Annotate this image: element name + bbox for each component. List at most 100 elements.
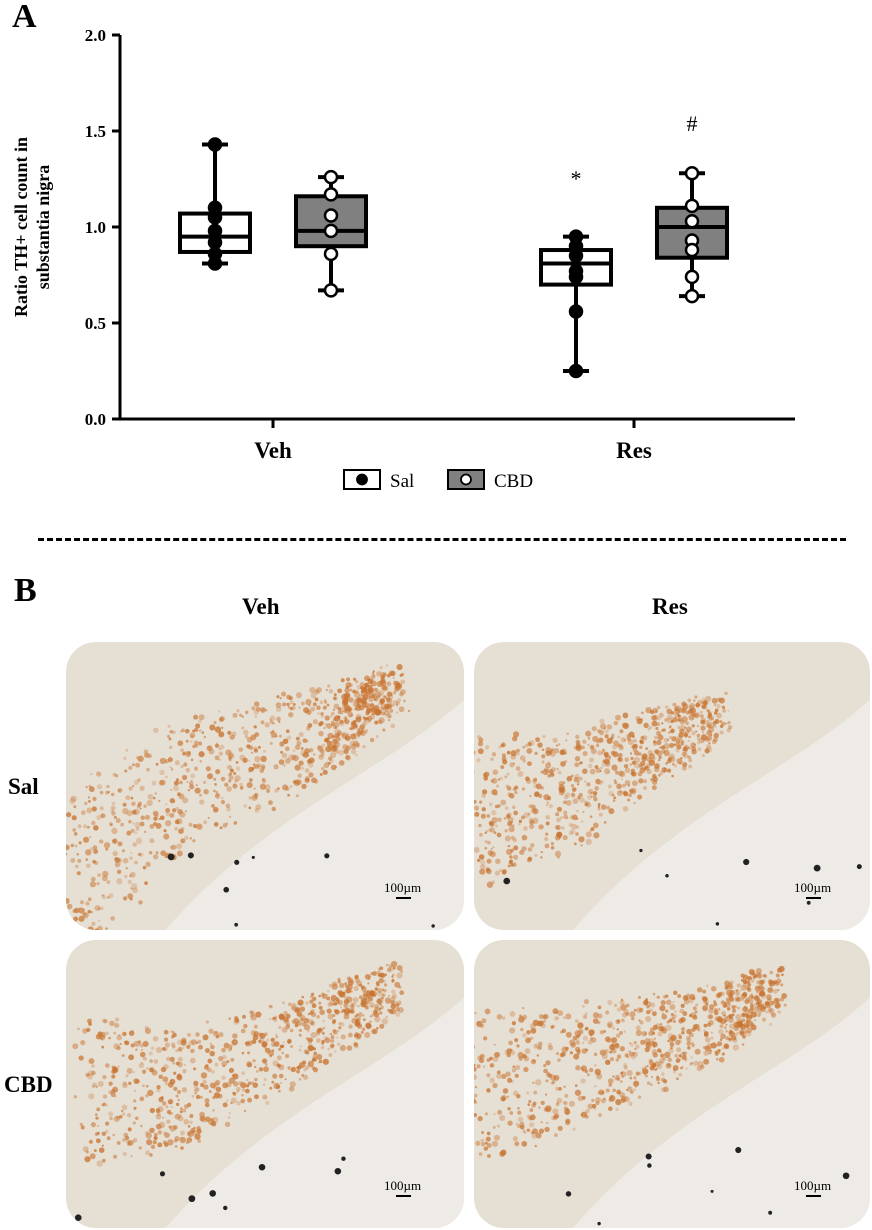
stained-cell (529, 820, 534, 826)
stained-cell (155, 1108, 161, 1113)
stained-cell (710, 986, 717, 992)
stained-cell (719, 730, 724, 735)
stained-cell (580, 844, 583, 847)
stained-cell (717, 1041, 723, 1047)
stained-cell (659, 746, 662, 749)
panel-b-label: B (14, 572, 37, 609)
stained-cell (568, 1100, 575, 1107)
stained-cell (500, 765, 505, 770)
stained-cell (233, 821, 238, 825)
stained-cell (754, 972, 761, 978)
stained-cell (376, 1026, 379, 1030)
stained-cell (381, 993, 386, 997)
stained-cell (135, 756, 140, 760)
stained-cell (119, 1042, 122, 1046)
stained-cell (582, 768, 588, 775)
stained-cell (703, 700, 708, 705)
stained-cell (496, 1073, 502, 1079)
stained-cell (204, 1048, 210, 1054)
stained-cell (176, 1074, 183, 1081)
stained-cell (354, 707, 358, 711)
stained-cell (663, 1086, 669, 1093)
stained-cell (364, 998, 368, 1001)
stained-cell (489, 827, 495, 833)
stained-cell (90, 876, 96, 882)
stained-cell (570, 774, 574, 778)
stained-cell (322, 705, 327, 710)
stained-cell (137, 852, 142, 857)
stained-cell (571, 787, 577, 792)
scale-bar (806, 1195, 821, 1197)
stained-cell (112, 839, 116, 843)
stained-cell (219, 744, 225, 750)
stained-cell (570, 784, 575, 788)
stained-cell (584, 780, 587, 783)
stained-cell (492, 1125, 496, 1129)
stained-cell (490, 847, 493, 850)
stained-cell (666, 768, 672, 773)
stained-cell (326, 989, 330, 993)
stained-cell (258, 1067, 264, 1072)
stained-cell (199, 1095, 203, 1099)
stained-cell (670, 1034, 677, 1041)
stained-cell (203, 820, 208, 825)
stained-cell (691, 1043, 695, 1048)
stained-cell (682, 995, 689, 1001)
stained-cell (215, 792, 220, 797)
stained-cell (249, 1010, 254, 1015)
stained-cell (241, 726, 245, 730)
stained-cell (679, 1055, 682, 1058)
stained-cell (228, 1044, 233, 1049)
stained-cell (270, 731, 277, 738)
stained-cell (288, 712, 294, 718)
stained-cell (373, 674, 376, 678)
stained-cell (369, 1015, 372, 1018)
stained-cell (687, 993, 690, 996)
stained-cell (522, 745, 526, 749)
stained-cell (741, 1043, 745, 1046)
stained-cell (129, 874, 132, 877)
stained-cell (699, 714, 704, 719)
stained-cell (375, 735, 379, 739)
stained-cell (324, 737, 330, 743)
stained-cell (106, 880, 111, 884)
stained-cell (199, 793, 202, 797)
stained-cell (376, 971, 379, 974)
stained-cell (652, 776, 658, 782)
stained-cell (361, 986, 367, 992)
stained-cell (187, 1130, 194, 1138)
stained-cell (753, 1018, 757, 1022)
stained-cell (319, 772, 324, 777)
stained-cell (69, 922, 74, 927)
stained-cell (176, 843, 183, 850)
stained-cell (697, 699, 703, 706)
stained-cell (392, 690, 397, 695)
stained-cell (161, 1046, 166, 1051)
stained-cell (709, 1049, 712, 1052)
panel-a-label: A (12, 0, 37, 35)
debris-speck (735, 1146, 742, 1154)
stained-cell (266, 1038, 270, 1042)
stained-cell (653, 1045, 656, 1048)
stained-cell (474, 805, 480, 811)
stained-cell (651, 720, 658, 727)
stained-cell (193, 824, 198, 829)
stained-cell (572, 1035, 578, 1041)
stained-cell (131, 809, 137, 815)
stained-cell (330, 764, 337, 771)
stained-cell (478, 823, 482, 828)
stained-cell (706, 984, 709, 987)
stained-cell (527, 761, 532, 767)
stained-cell (620, 737, 627, 743)
stained-cell (358, 694, 364, 700)
stained-cell (660, 999, 666, 1006)
stained-cell (90, 910, 93, 914)
stained-cell (399, 673, 403, 677)
stained-cell (390, 999, 395, 1005)
stained-cell (592, 791, 598, 796)
stained-cell (726, 1007, 731, 1011)
data-point (323, 187, 339, 202)
stained-cell (327, 684, 331, 688)
stained-cell (218, 751, 223, 756)
stained-cell (234, 775, 241, 782)
